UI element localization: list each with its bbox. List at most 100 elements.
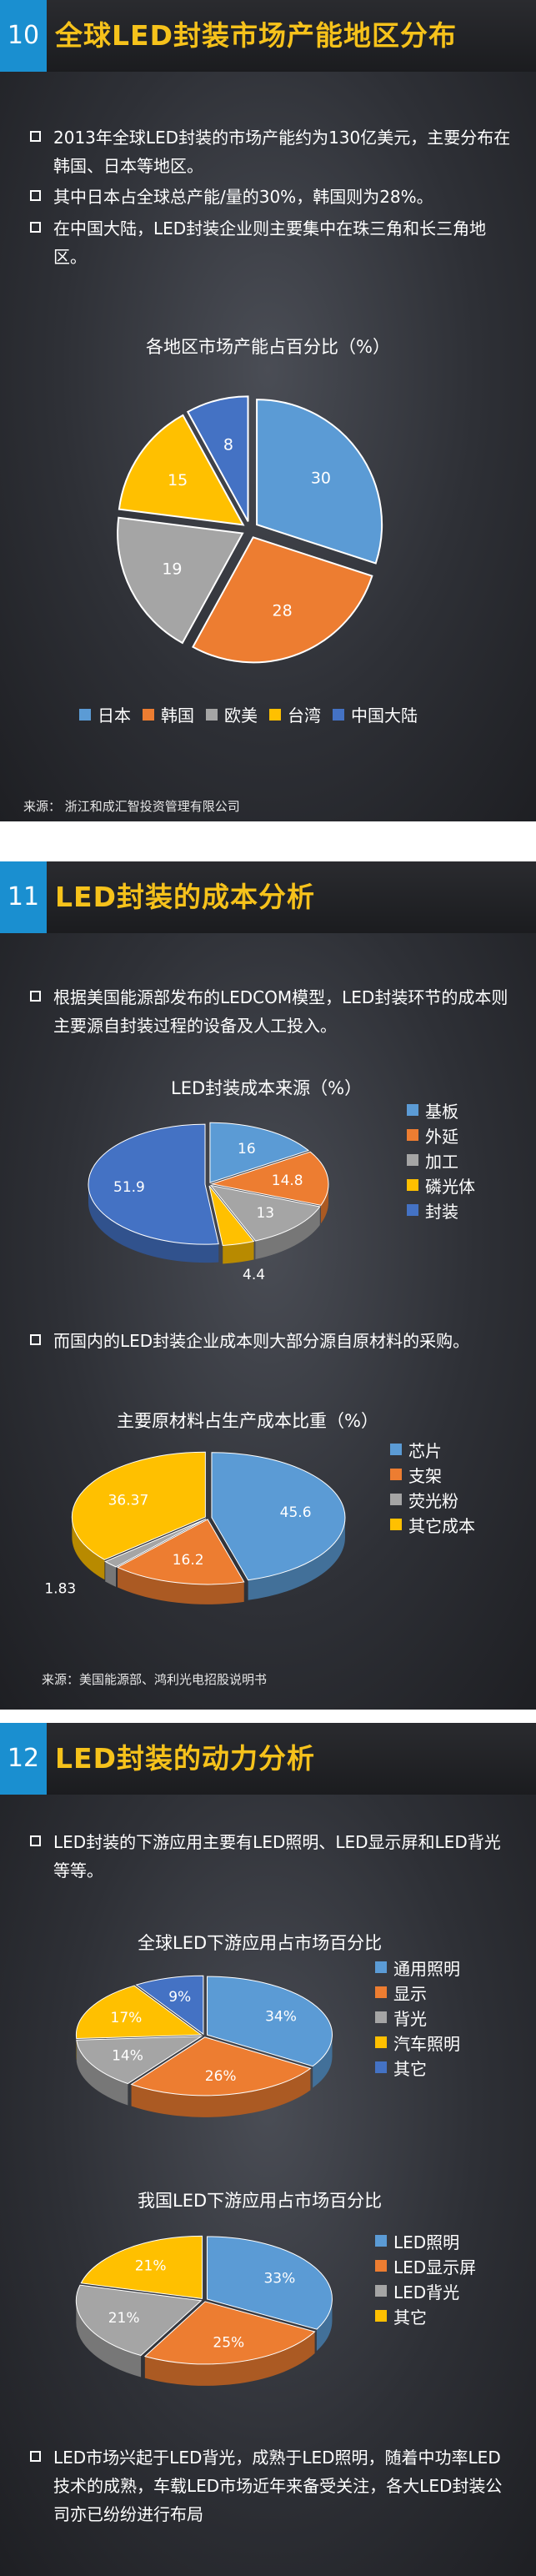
- pie-chart-china-downstream: 33% 25% 21% 21%: [75, 2235, 333, 2386]
- pie-slice-3: [118, 414, 245, 526]
- legend-swatch: [390, 1469, 402, 1480]
- data-label: 28: [273, 602, 293, 620]
- pie-slice-2: [117, 516, 244, 645]
- pie-slice-0: [209, 1122, 310, 1183]
- data-label: 16.2: [173, 1552, 204, 1569]
- legend-item: LED显示屏: [375, 2253, 476, 2278]
- pie-slice-3: [80, 2235, 203, 2299]
- bullet-square-icon: [30, 1835, 41, 1846]
- section-number: 10: [0, 0, 47, 72]
- pie-slice-0: [211, 1452, 346, 1581]
- data-label: 33%: [263, 2270, 295, 2287]
- section-11-panel: 11 LED封装的成本分析 根据美国能源部发布的LEDCOM模型，LED封装环节…: [0, 861, 536, 1710]
- pie-slice-1: [209, 1151, 329, 1206]
- pie-slice-2: [75, 2284, 203, 2357]
- bullet-item: 根据美国能源部发布的LEDCOM模型，LED封装环节的成本则主要源自封装过程的设…: [30, 983, 513, 1040]
- legend-swatch: [375, 2310, 387, 2322]
- legend-label: 背光: [393, 2008, 427, 2029]
- legend-label: LED背光: [393, 2282, 460, 2302]
- pie-chart-global-downstream: 34% 26% 14% 17% 9%: [75, 1975, 333, 2117]
- legend-label: 加工: [425, 1151, 458, 1172]
- legend-item: 汽车照明: [375, 2030, 460, 2055]
- legend-item: 封装: [407, 1198, 475, 1223]
- legend-swatch: [407, 1179, 418, 1191]
- pie-slice-3: [71, 1451, 206, 1560]
- data-label: 16: [238, 1141, 256, 1157]
- pie-side-2: [105, 1561, 117, 1587]
- data-label: 9%: [168, 1989, 191, 2006]
- legend-label: 芯片: [408, 1440, 442, 1461]
- source-note: 来源：美国能源部、鸿利光电招股说明书: [42, 1672, 268, 1687]
- pie-slice-1: [116, 1519, 245, 1585]
- legend-swatch: [407, 1204, 418, 1216]
- pie-slice-3: [75, 1985, 203, 2040]
- legend-swatch: [79, 708, 91, 721]
- bullet-square-icon: [30, 991, 41, 1002]
- legend-item: 通用照明: [375, 1955, 460, 1980]
- pie-side-2: [76, 2300, 142, 2378]
- legend-swatch: [407, 1129, 418, 1141]
- pie-side-2: [255, 1206, 320, 1259]
- legend-item: 台湾: [269, 702, 321, 726]
- pie-chart-regions: 30 28 19 15 8: [117, 395, 383, 664]
- pie-slice-2: [209, 1184, 321, 1242]
- pie-side-1: [118, 1567, 244, 1604]
- legend-item: 外延: [407, 1122, 475, 1147]
- bullet-item: 而国内的LED封装企业成本则大部分源自原材料的采购。: [30, 1327, 513, 1355]
- pie-side-1: [131, 2068, 311, 2117]
- pie-chart-materials: 45.6 16.2 1.83 36.37: [44, 1451, 346, 1604]
- legend-swatch: [333, 708, 344, 721]
- legend-swatch: [375, 2285, 387, 2297]
- bullet-item: 其中日本占全球总产能/量的30%，韩国则为28%。: [30, 183, 513, 211]
- data-label: 4.4: [243, 1267, 265, 1283]
- pie-chart-cost-sources: 16 14.8 13 4.4 51.9: [88, 1122, 329, 1283]
- data-label: 21%: [108, 2310, 140, 2327]
- chart-title: 各地区市场产能占百分比（%）: [146, 337, 390, 357]
- legend-item: LED背光: [375, 2278, 476, 2303]
- legend-label: 韩国: [161, 706, 194, 726]
- data-label: 36.37: [108, 1493, 149, 1509]
- legend-label: 通用照明: [393, 1958, 460, 1979]
- pie-slice-2: [76, 2036, 203, 2085]
- bullet-square-icon: [30, 1334, 41, 1345]
- pie-slice-0: [206, 2236, 333, 2330]
- pie-slice-4: [88, 1123, 219, 1245]
- legend-item: 芯片: [390, 1437, 475, 1462]
- legend-label: 欧美: [224, 706, 258, 726]
- legend-item: 其它成本: [390, 1512, 475, 1537]
- legend-item: 其它: [375, 2055, 460, 2080]
- pie-slice-4: [135, 1975, 204, 2036]
- legend-label: 中国大陆: [351, 706, 418, 726]
- legend-label: 日本: [98, 706, 131, 726]
- section-header: 10 全球LED封装市场产能地区分布: [0, 0, 536, 72]
- section-header: 11 LED封装的成本分析: [0, 861, 536, 933]
- chart-legend: 日本 韩国 欧美 台湾 中国大陆: [79, 702, 418, 726]
- pie-slice-0: [256, 399, 383, 565]
- legend-item: 韩国: [143, 702, 194, 726]
- pie-slice-4: [186, 395, 249, 522]
- data-label: 19: [162, 560, 182, 579]
- legend-swatch: [390, 1494, 402, 1505]
- bullet-square-icon: [30, 131, 41, 142]
- pie-side-0: [313, 2035, 333, 2088]
- legend-swatch: [375, 2260, 387, 2272]
- legend-swatch: [143, 708, 154, 721]
- legend-item: 磷光体: [407, 1173, 475, 1198]
- legend-swatch: [206, 708, 218, 721]
- legend-item: 显示: [375, 1980, 460, 2005]
- bullet-item: LED封装的下游应用主要有LED照明、LED显示屏和LED背光等等。: [30, 1828, 513, 1885]
- legend-label: 支架: [408, 1465, 442, 1486]
- legend-label: LED显示屏: [393, 2257, 477, 2277]
- data-label: 26%: [205, 2068, 237, 2085]
- bullet-item: LED市场兴起于LED背光，成熟于LED照明，随着中功率LED技术的成熟，车载L…: [30, 2443, 513, 2528]
- chart-title: 我国LED下游应用占市场百分比: [138, 2191, 383, 2211]
- legend-item: 背光: [375, 2005, 460, 2030]
- legend-label: 外延: [425, 1126, 458, 1147]
- legend-label: 封装: [425, 1201, 458, 1222]
- legend-label: 显示: [393, 1983, 427, 2004]
- legend-item: 加工: [407, 1147, 475, 1173]
- legend-item: 荧光粉: [390, 1487, 475, 1512]
- pie-side-0: [316, 2298, 333, 2352]
- pie-slice-3: [208, 1185, 255, 1247]
- legend-label: 台湾: [288, 706, 321, 726]
